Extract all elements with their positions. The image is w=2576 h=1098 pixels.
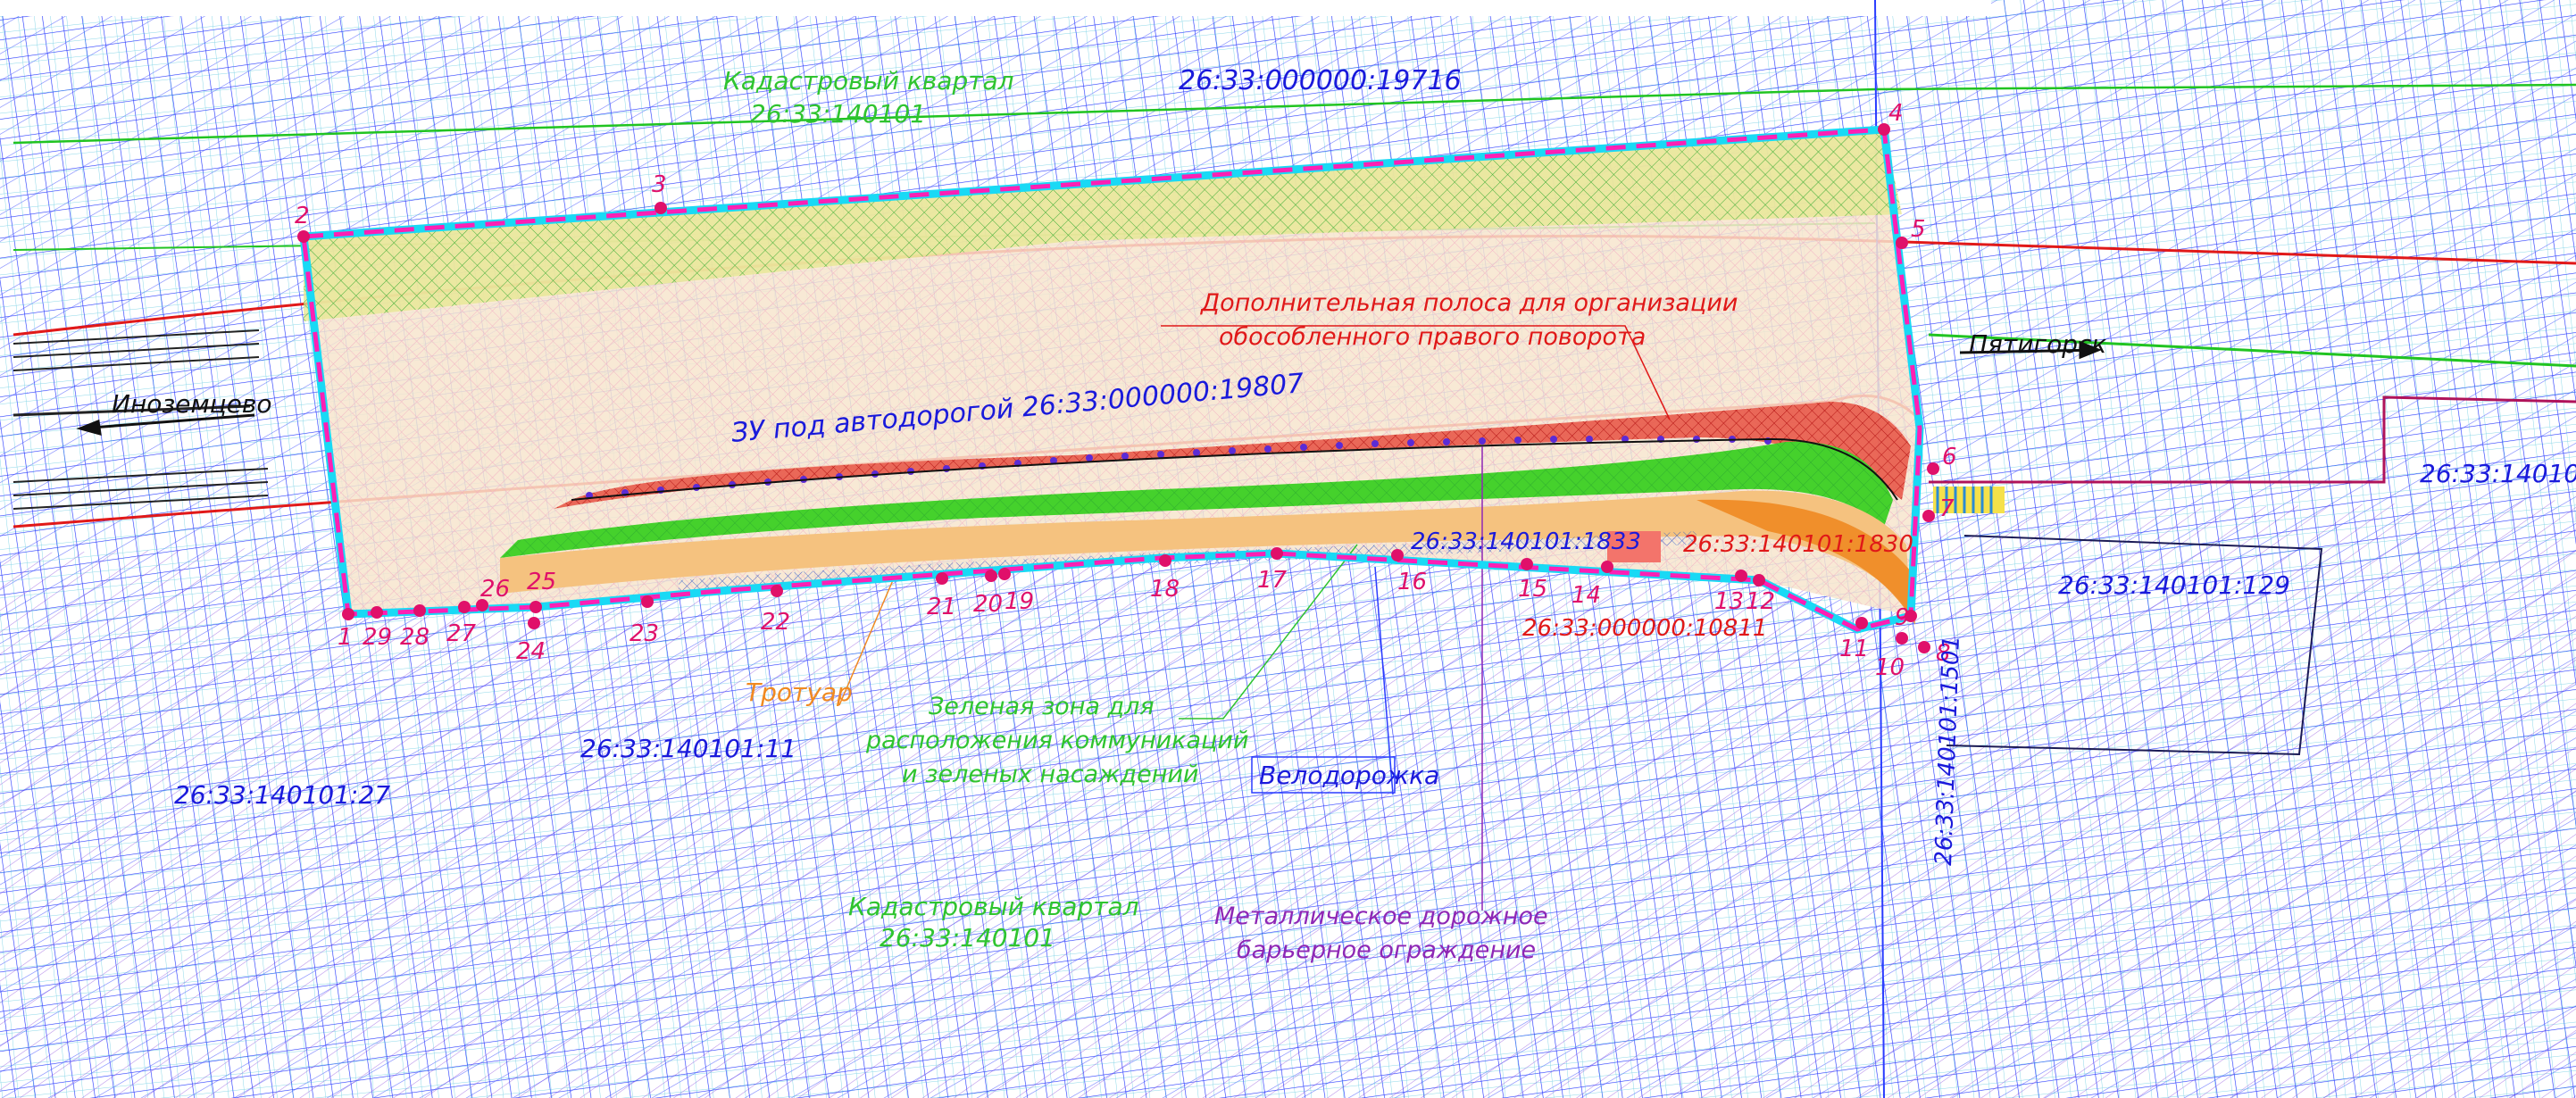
parcel-10811: 26:33:000000:10811 <box>1522 615 1767 642</box>
point-5: 5 <box>1911 216 1926 243</box>
parcel-129: 26:33:140101:129 <box>2058 570 2290 600</box>
point-1: 1 <box>338 624 353 651</box>
parcel-1011: 26:33:140101:11 <box>580 734 796 763</box>
purple-hatch-zone <box>0 500 2576 1098</box>
point-24: 24 <box>516 638 546 665</box>
point-17: 17 <box>1257 567 1288 594</box>
green-line-right <box>1928 333 2576 368</box>
point-9: 9 <box>1895 604 1910 631</box>
point-14: 14 <box>1571 582 1601 609</box>
point-25: 25 <box>527 569 556 595</box>
sidewalk-label: Тротуар <box>746 678 853 707</box>
point-15: 15 <box>1518 576 1547 603</box>
point-22: 22 <box>761 609 790 636</box>
point-11: 11 <box>1839 636 1869 662</box>
kvartal-bottom-line2: 26:33:140101 <box>880 923 1055 952</box>
point-10: 10 <box>1875 654 1905 681</box>
parcel-177: 26:33:140101:77 <box>2420 459 2576 488</box>
sidewalk-strip <box>500 490 1911 616</box>
direction-arrows <box>76 340 2103 437</box>
bike-path-strip <box>679 531 1696 591</box>
yellow-green-hatch <box>304 129 1902 321</box>
stripe-marks <box>1936 487 1993 513</box>
railway-lines <box>13 329 269 510</box>
green-zone-line2: расположения коммуникаций <box>865 727 1249 754</box>
bike-path-label: Велодорожка <box>1259 761 1439 790</box>
parcel-19716: 26:33:000000:19716 <box>1179 65 1462 96</box>
red-parcel-1830 <box>1607 531 1661 562</box>
planning-boundary-magenta <box>301 127 1922 632</box>
point-4: 4 <box>1888 100 1904 127</box>
point-26: 26 <box>480 576 510 603</box>
barrier-line1: Металлическое дорожное <box>1214 903 1548 930</box>
vertex-labels: 1 2 3 4 5 6 7 8 9 10 11 12 13 14 15 16 1… <box>295 100 1957 681</box>
top-strip <box>0 0 1991 16</box>
leader-lines <box>1161 325 1671 420</box>
point-3: 3 <box>652 171 667 198</box>
point-23: 23 <box>629 620 659 647</box>
boundary-vertices <box>297 123 1939 653</box>
green-zone-line1: Зеленая зона для <box>929 693 1155 720</box>
kvartal-bottom-line1: Кадастровый квартал <box>848 892 1139 921</box>
sidewalk-orange <box>1696 499 1915 625</box>
point-6: 6 <box>1942 444 1957 470</box>
barrier-line2: барьерное ограждение <box>1237 936 1536 964</box>
point-21: 21 <box>927 594 956 620</box>
point-13: 13 <box>1714 588 1744 615</box>
additional-lane-line1: Дополнительная полоса для организации <box>1200 289 1738 317</box>
red-line-right-parcel <box>1929 395 2576 484</box>
parcel-1833: 26:33:140101:1833 <box>1411 528 1641 555</box>
point-18: 18 <box>1150 576 1180 603</box>
point-20: 20 <box>973 591 1003 618</box>
point-16: 16 <box>1397 569 1427 595</box>
bike-path-label-box <box>1251 756 1396 794</box>
point-8: 8 <box>1936 640 1951 667</box>
point-7: 7 <box>1939 495 1955 522</box>
turning-lane-hatch <box>554 402 1911 509</box>
green-zone-line3: и зеленых насаждений <box>902 761 1198 788</box>
black-parcel-outline <box>1946 535 2323 756</box>
kvartal-top-line2: 26:33:140101 <box>750 99 926 129</box>
point-19: 19 <box>1005 588 1034 615</box>
parcel-127: 26:33:140101:27 <box>174 780 390 810</box>
inozemtsevo-label: Иноземцево <box>112 389 272 419</box>
point-29: 29 <box>363 624 392 651</box>
green-zone-hatch <box>500 441 1893 558</box>
point-2: 2 <box>295 203 310 229</box>
yellow-blue-stripe <box>1933 487 2005 513</box>
parcel-1830: 26:33:140101:1830 <box>1683 531 1913 558</box>
kvartal-top-line1: Кадастровый квартал <box>723 66 1014 96</box>
pyatigorsk-label: Пятигорск <box>1969 329 2106 359</box>
point-12: 12 <box>1746 588 1775 615</box>
barrier-line <box>571 437 1898 501</box>
additional-lane-line2: обособленного правого поворота <box>1219 323 1646 351</box>
point-27: 27 <box>446 620 477 647</box>
point-28: 28 <box>400 624 429 651</box>
